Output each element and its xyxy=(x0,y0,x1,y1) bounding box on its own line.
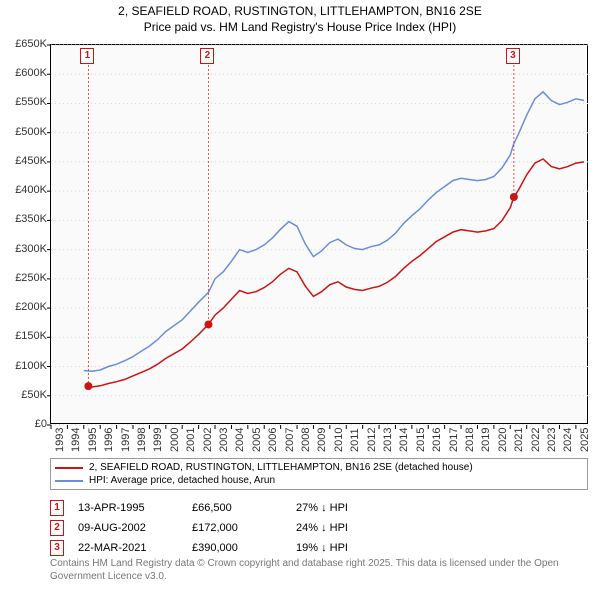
legend-row-price-paid: 2, SEAFIELD ROAD, RUSTINGTON, LITTLEHAMP… xyxy=(55,461,583,474)
x-tick-label: 2006 xyxy=(267,428,279,452)
y-tick-label: £0 xyxy=(3,418,47,430)
tx-diff-1: 27% ↓ HPI xyxy=(296,502,386,514)
tx-date-2: 09-AUG-2002 xyxy=(78,522,178,534)
tx-date-1: 13-APR-1995 xyxy=(78,502,178,514)
y-tick-label: £250K xyxy=(3,272,47,284)
y-tick-label: £450K xyxy=(3,155,47,167)
x-tick-label: 2000 xyxy=(169,428,181,452)
x-tick-label: 2020 xyxy=(497,428,509,452)
y-tick-label: £650K xyxy=(3,38,47,50)
attribution-text: Contains HM Land Registry data © Crown c… xyxy=(50,558,588,583)
x-tick-label: 2016 xyxy=(431,428,443,452)
tx-price-3: £390,000 xyxy=(192,542,282,554)
y-tick-label: £400K xyxy=(3,184,47,196)
x-tick-label: 2017 xyxy=(448,428,460,452)
legend: 2, SEAFIELD ROAD, RUSTINGTON, LITTLEHAMP… xyxy=(50,458,588,490)
table-row: 1 13-APR-1995 £66,500 27% ↓ HPI xyxy=(50,498,588,518)
x-tick-label: 2021 xyxy=(513,428,525,452)
chart-svg xyxy=(51,45,587,423)
x-tick-label: 1995 xyxy=(87,428,99,452)
x-tick-label: 1998 xyxy=(136,428,148,452)
tx-marker-1: 1 xyxy=(50,500,64,516)
table-row: 3 22-MAR-2021 £390,000 19% ↓ HPI xyxy=(50,538,588,558)
y-tick-label: £150K xyxy=(3,330,47,342)
x-tick-label: 2001 xyxy=(185,428,197,452)
tx-date-3: 22-MAR-2021 xyxy=(78,542,178,554)
chart-marker: 3 xyxy=(506,48,520,64)
x-tick-label: 1994 xyxy=(70,428,82,452)
table-row: 2 09-AUG-2002 £172,000 24% ↓ HPI xyxy=(50,518,588,538)
y-tick-label: £500K xyxy=(3,126,47,138)
x-tick-label: 2002 xyxy=(202,428,214,452)
tx-diff-2: 24% ↓ HPI xyxy=(296,522,386,534)
chart-marker: 1 xyxy=(80,48,94,64)
x-tick-label: 2019 xyxy=(480,428,492,452)
y-tick-label: £550K xyxy=(3,96,47,108)
legend-label-price-paid: 2, SEAFIELD ROAD, RUSTINGTON, LITTLEHAMP… xyxy=(89,462,473,473)
x-tick-label: 2025 xyxy=(579,428,591,452)
y-tick-label: £100K xyxy=(3,360,47,372)
x-tick-label: 2008 xyxy=(300,428,312,452)
tx-price-1: £66,500 xyxy=(192,502,282,514)
x-tick-label: 2024 xyxy=(562,428,574,452)
x-tick-label: 2013 xyxy=(382,428,394,452)
tx-diff-3: 19% ↓ HPI xyxy=(296,542,386,554)
y-tick-label: £600K xyxy=(3,67,47,79)
tx-price-2: £172,000 xyxy=(192,522,282,534)
x-tick-label: 2022 xyxy=(530,428,542,452)
title-line-1: 2, SEAFIELD ROAD, RUSTINGTON, LITTLEHAMP… xyxy=(0,4,600,20)
legend-row-hpi: HPI: Average price, detached house, Arun xyxy=(55,474,583,487)
plot-area xyxy=(50,44,588,424)
x-tick-label: 1996 xyxy=(103,428,115,452)
x-tick-label: 2014 xyxy=(398,428,410,452)
x-tick-label: 2007 xyxy=(284,428,296,452)
x-tick-label: 2010 xyxy=(333,428,345,452)
x-tick-label: 2003 xyxy=(218,428,230,452)
chart-container: 2, SEAFIELD ROAD, RUSTINGTON, LITTLEHAMP… xyxy=(0,0,600,590)
x-tick-label: 1997 xyxy=(120,428,132,452)
chart-marker: 2 xyxy=(200,48,214,64)
x-tick-label: 2012 xyxy=(366,428,378,452)
title-line-2: Price paid vs. HM Land Registry's House … xyxy=(0,20,600,36)
x-tick-label: 1999 xyxy=(152,428,164,452)
x-tick-label: 2011 xyxy=(349,428,361,452)
tx-marker-2: 2 xyxy=(50,520,64,536)
legend-swatch-price-paid xyxy=(55,467,83,469)
x-tick-label: 2004 xyxy=(234,428,246,452)
legend-label-hpi: HPI: Average price, detached house, Arun xyxy=(89,475,275,486)
legend-swatch-hpi xyxy=(55,480,83,482)
tx-marker-3: 3 xyxy=(50,540,64,556)
chart-title: 2, SEAFIELD ROAD, RUSTINGTON, LITTLEHAMP… xyxy=(0,0,600,37)
y-tick-label: £300K xyxy=(3,243,47,255)
x-tick-label: 2005 xyxy=(251,428,263,452)
x-tick-label: 2018 xyxy=(464,428,476,452)
transactions-table: 1 13-APR-1995 £66,500 27% ↓ HPI 2 09-AUG… xyxy=(50,498,588,558)
x-tick-label: 2015 xyxy=(415,428,427,452)
y-tick-label: £50K xyxy=(3,389,47,401)
x-tick-label: 2023 xyxy=(546,428,558,452)
y-tick-label: £350K xyxy=(3,213,47,225)
x-tick-label: 1993 xyxy=(54,428,66,452)
x-tick-label: 2009 xyxy=(316,428,328,452)
y-tick-label: £200K xyxy=(3,301,47,313)
